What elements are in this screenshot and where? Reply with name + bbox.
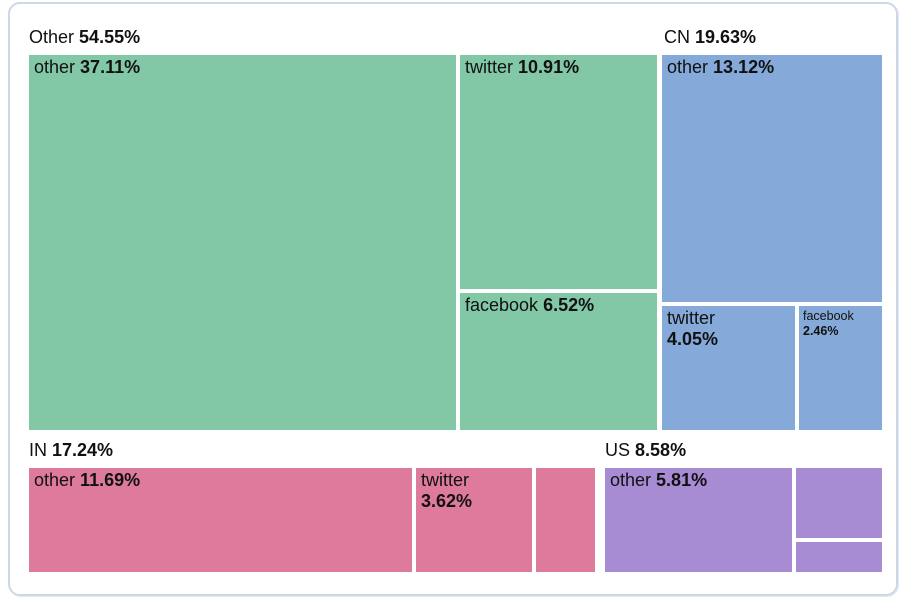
cell-cn-other[interactable]: other 13.12% [662,55,882,302]
cell-other-twitter[interactable]: twitter 10.91% [460,55,657,289]
group-label-other: Other 54.55% [29,27,140,47]
cell-value: 37.11% [80,57,141,77]
cell-in-unlabeled[interactable] [536,468,595,572]
cell-other-other[interactable]: other 37.11% [29,55,456,430]
cell-value: 3.62% [421,491,473,511]
group-label-us: US 8.58% [605,440,686,460]
cell-name: other [34,470,76,490]
cell-name: facebook [803,309,854,323]
cell-cn-facebook[interactable]: facebook 2.46% [799,306,882,430]
group-label-cn: CN 19.63% [664,27,756,47]
cell-other-facebook[interactable]: facebook 6.52% [460,293,657,430]
cell-name: other [34,57,76,77]
cell-value: 6.52% [543,295,595,315]
group-value: 17.24% [52,440,114,460]
group-name: IN [29,440,47,460]
cell-value: 5.81% [656,470,708,490]
chart-card: Other 54.55% CN 19.63% IN 17.24% US 8.58… [8,2,898,596]
cell-value: 2.46% [803,324,839,338]
cell-in-other[interactable]: other 11.69% [29,468,412,572]
cell-value: 11.69% [80,470,141,490]
group-name: CN [664,27,690,47]
cell-us-unlabeled-bottom[interactable] [796,542,882,572]
cell-in-twitter[interactable]: twitter 3.62% [416,468,532,572]
cell-name: twitter [421,470,470,490]
cell-value: 10.91% [518,57,580,77]
cell-name: other [610,470,652,490]
cell-name: twitter [465,57,514,77]
group-value: 8.58% [635,440,687,460]
cell-name: twitter [667,308,716,328]
cell-us-unlabeled-top[interactable] [796,468,882,538]
cell-name: facebook [465,295,539,315]
cell-name: other [667,57,709,77]
group-name: Other [29,27,75,47]
cell-cn-twitter[interactable]: twitter 4.05% [662,306,795,430]
group-label-in: IN 17.24% [29,440,113,460]
cell-us-other[interactable]: other 5.81% [605,468,792,572]
group-value: 19.63% [695,27,757,47]
cell-value: 13.12% [713,57,775,77]
cell-value: 4.05% [667,329,719,349]
group-name: US [605,440,631,460]
group-value: 54.55% [79,27,141,47]
